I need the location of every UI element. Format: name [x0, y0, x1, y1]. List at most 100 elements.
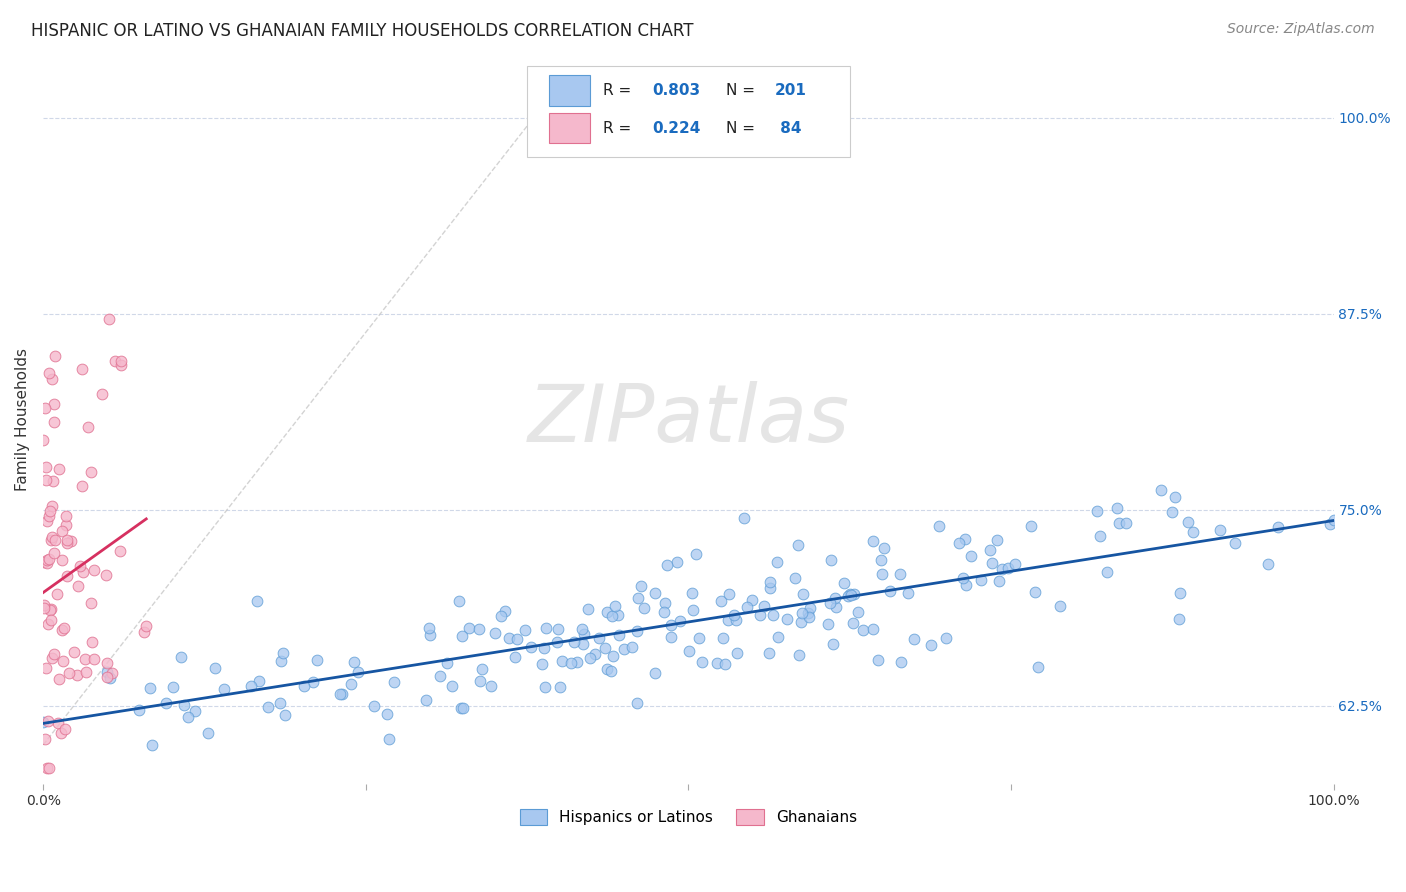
Point [603, 599, 626, 614]
Point [981, 556, 1004, 570]
Point [1223, 535, 1246, 549]
Point [32, 599, 55, 613]
Point [82, 635, 104, 649]
Point [1019, 519, 1042, 533]
Point [53, 621, 76, 635]
Text: R =: R = [603, 83, 637, 98]
Text: Source: ZipAtlas.com: Source: ZipAtlas.com [1227, 22, 1375, 37]
Point [56, 536, 79, 550]
Point [429, 668, 451, 682]
Point [659, 617, 682, 632]
Point [852, 623, 875, 637]
Point [274, 708, 297, 723]
Point [716, 613, 738, 627]
Point [170, 649, 193, 664]
Point [418, 621, 440, 635]
Point [785, 571, 807, 585]
Point [66, 579, 89, 593]
Point [735, 600, 758, 615]
Point [305, 653, 328, 667]
Point [710, 593, 733, 607]
Point [787, 648, 810, 662]
Point [44, 349, 66, 363]
Point [599, 665, 621, 679]
Point [332, 687, 354, 701]
Point [503, 650, 526, 665]
Point [38, 603, 60, 617]
Point [758, 647, 780, 661]
Point [32, 555, 55, 569]
Point [897, 585, 920, 599]
Text: N =: N = [725, 120, 759, 136]
Point [37, 714, 59, 728]
Point [104, 354, 127, 368]
Point [1163, 490, 1185, 504]
Point [602, 648, 624, 663]
Point [183, 704, 205, 718]
Point [44, 647, 66, 661]
Point [1168, 586, 1191, 600]
Point [83, 563, 105, 577]
Point [837, 589, 859, 603]
Point [35, 515, 58, 529]
Point [32, 714, 55, 729]
Point [132, 625, 155, 640]
Text: R =: R = [603, 120, 637, 136]
Point [959, 549, 981, 563]
Point [38, 367, 60, 381]
Point [101, 665, 124, 680]
Point [42, 799, 65, 814]
Point [741, 592, 763, 607]
Point [1026, 659, 1049, 673]
Point [139, 681, 162, 695]
Point [441, 680, 464, 694]
Point [820, 552, 842, 566]
Point [75, 652, 97, 666]
Point [94, 568, 117, 582]
Point [32, 433, 55, 447]
Point [596, 605, 619, 619]
FancyBboxPatch shape [548, 75, 591, 106]
Point [630, 579, 652, 593]
Point [600, 608, 623, 623]
Point [98, 312, 121, 326]
Point [247, 673, 270, 688]
Point [96, 670, 118, 684]
Point [659, 630, 682, 644]
Point [110, 358, 132, 372]
Point [44, 397, 66, 411]
Point [75, 665, 97, 679]
Point [862, 533, 884, 548]
Point [862, 622, 884, 636]
Point [841, 588, 863, 602]
Point [42, 415, 65, 429]
Point [56, 533, 79, 547]
Point [690, 655, 713, 669]
Point [35, 556, 58, 570]
Y-axis label: Family Households: Family Households [15, 348, 30, 491]
Point [51, 524, 73, 539]
Point [792, 587, 814, 601]
Point [572, 627, 595, 641]
Point [1150, 483, 1173, 497]
Point [1167, 612, 1189, 626]
Point [46, 586, 69, 600]
Point [245, 594, 267, 608]
Point [879, 584, 901, 599]
Point [685, 547, 707, 561]
Text: 0.803: 0.803 [652, 83, 700, 98]
Point [979, 542, 1001, 557]
Point [824, 600, 846, 615]
Point [34, 732, 56, 747]
Point [718, 587, 741, 601]
Point [571, 623, 593, 637]
Point [1095, 566, 1118, 580]
Point [135, 619, 157, 633]
Point [41, 613, 63, 627]
Point [346, 665, 368, 679]
Point [723, 607, 745, 622]
Point [655, 558, 678, 573]
Point [363, 698, 385, 713]
Text: ZIPatlas: ZIPatlas [527, 381, 849, 458]
Point [63, 644, 86, 658]
